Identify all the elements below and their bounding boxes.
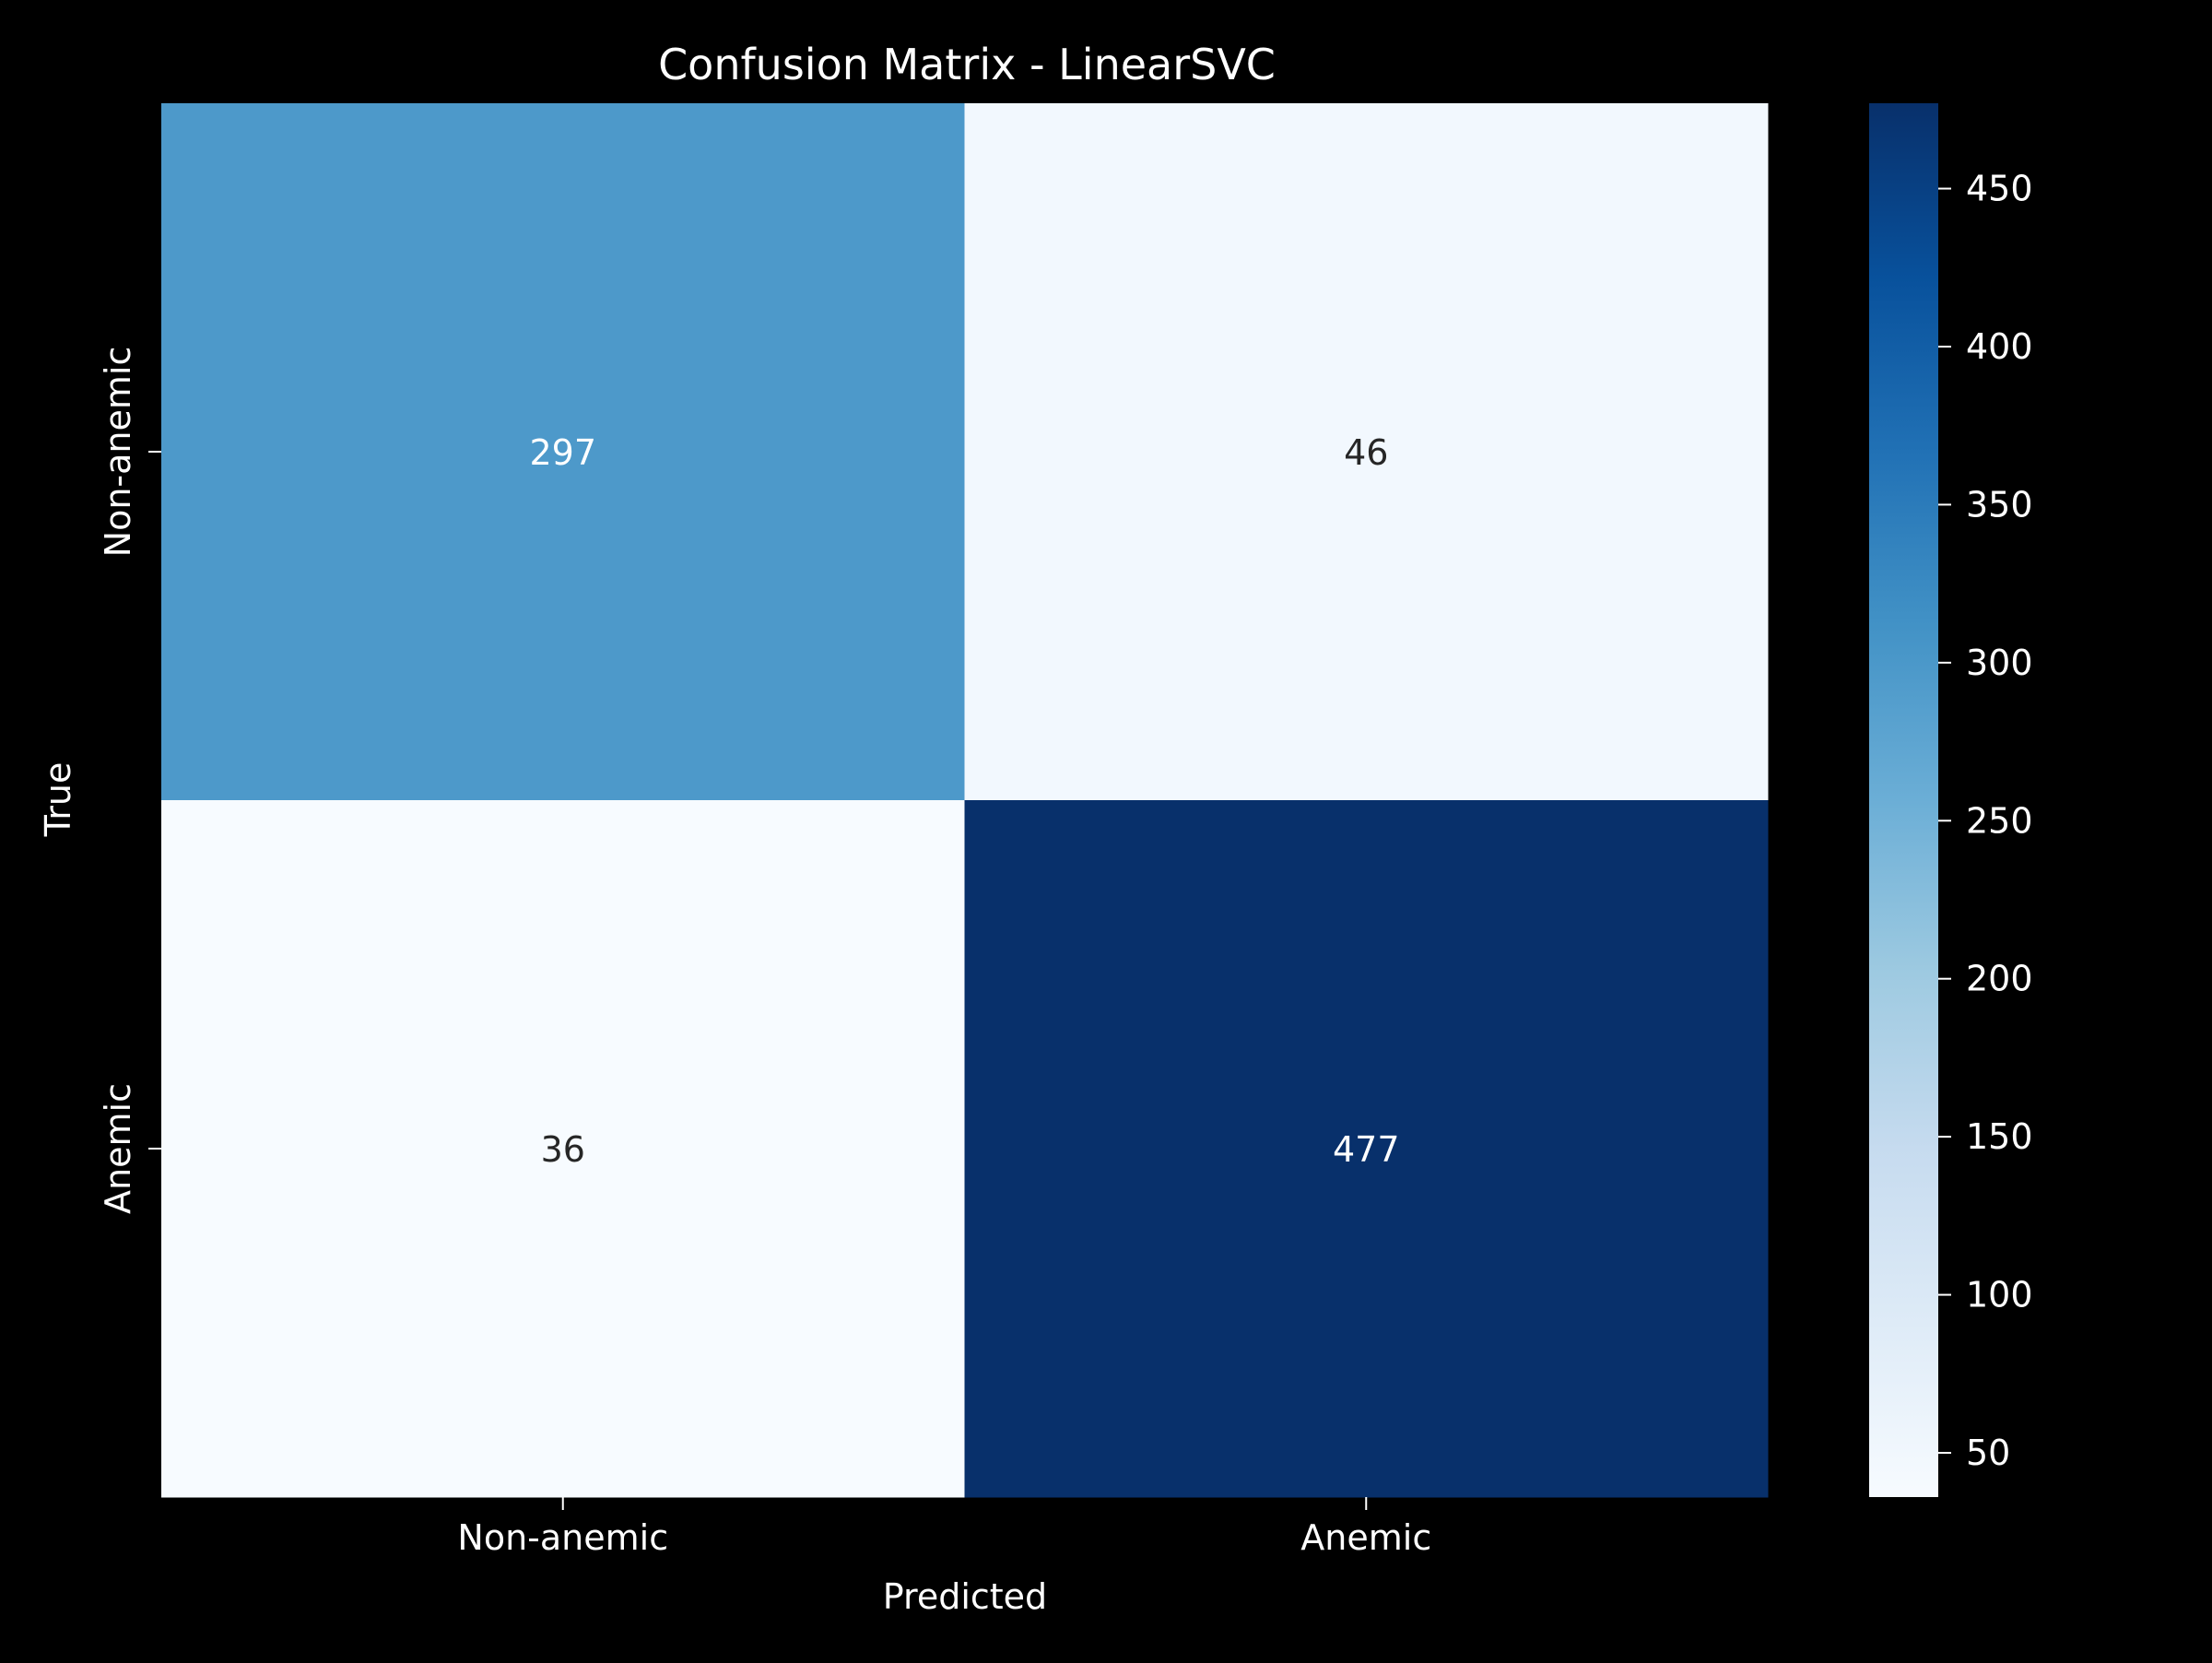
x-axis: Non-anemic Anemic — [457, 1497, 1431, 1558]
colorbar-tick-label: 200 — [1966, 959, 2033, 999]
y-tick-label: Non-anemic — [98, 347, 138, 558]
cell-value-label: 36 — [541, 1129, 585, 1170]
colorbar-tick-label: 300 — [1966, 643, 2033, 683]
y-tick-label: Anemic — [98, 1083, 138, 1214]
x-tick-label: Non-anemic — [457, 1517, 668, 1558]
colorbar-ticks: 50 100 150 200 250 300 350 400 450 — [1938, 169, 2033, 1473]
chart-title: Confusion Matrix - LinearSVC — [658, 40, 1276, 89]
y-axis: Non-anemic Anemic — [98, 347, 161, 1214]
colorbar-tick-label: 250 — [1966, 800, 2033, 841]
colorbar-tick-label: 50 — [1966, 1433, 2010, 1473]
heatmap-cell — [964, 800, 1769, 1498]
heatmap-cell — [161, 800, 965, 1498]
cell-value-label: 297 — [529, 432, 596, 473]
heatmap-cell — [161, 103, 965, 801]
colorbar-tick-label: 450 — [1966, 169, 2033, 209]
cell-value-label: 477 — [1333, 1129, 1400, 1170]
colorbar — [1869, 103, 1938, 1497]
cell-value-label: 46 — [1344, 432, 1388, 473]
colorbar-tick-label: 150 — [1966, 1116, 2033, 1157]
colorbar-tick-label: 400 — [1966, 326, 2033, 367]
x-axis-label: Predicted — [883, 1576, 1047, 1617]
heatmap-cells — [161, 103, 1769, 1498]
heatmap-cell — [964, 103, 1769, 801]
x-tick-label: Anemic — [1300, 1517, 1431, 1558]
colorbar-tick-label: 350 — [1966, 484, 2033, 525]
y-axis-label: True — [38, 762, 78, 838]
heatmap-cell-labels: 297 46 36 477 — [529, 432, 1399, 1170]
colorbar-tick-label: 100 — [1966, 1275, 2033, 1315]
